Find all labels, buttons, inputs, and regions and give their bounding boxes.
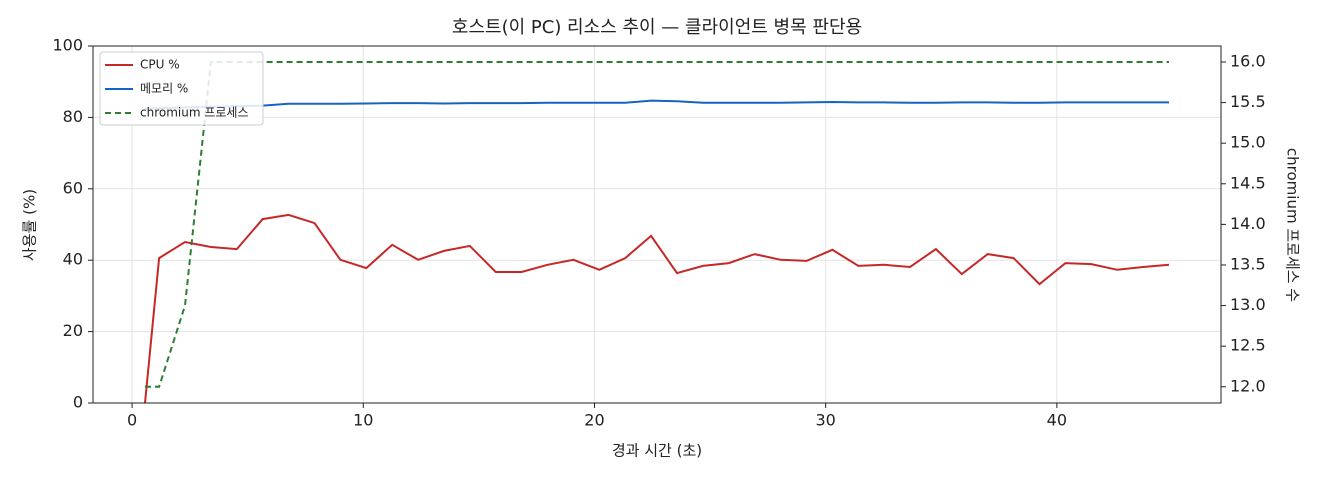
x-tick-label: 40 xyxy=(1047,411,1067,430)
y2-tick-label: 13.0 xyxy=(1230,295,1266,314)
x-tick-label: 10 xyxy=(353,411,373,430)
y2-axis-label: chromium 프로세스 수 xyxy=(1284,148,1302,302)
y-tick-label: 0 xyxy=(73,393,83,412)
series-line xyxy=(144,213,1170,403)
y2-tick-label: 15.5 xyxy=(1230,92,1266,111)
x-axis-label: 경과 시간 (초) xyxy=(612,442,702,460)
legend-label: CPU % xyxy=(140,58,180,72)
x-tick-label: 20 xyxy=(584,411,604,430)
y-tick-label: 80 xyxy=(63,107,83,126)
y-tick-label: 100 xyxy=(52,36,83,55)
y-tick-label: 20 xyxy=(63,321,83,340)
y2-tick-label: 14.0 xyxy=(1230,214,1266,233)
chart-title: 호스트(이 PC) 리소스 추이 — 클라이언트 병목 판단용 xyxy=(452,17,862,38)
y-tick-label: 40 xyxy=(63,250,83,269)
series-line xyxy=(145,61,1169,388)
legend-label: chromium 프로세스 xyxy=(140,106,249,120)
x-tick-label: 0 xyxy=(127,411,137,430)
plot-frame xyxy=(92,45,1222,404)
y-axis-label: 사용률 (%) xyxy=(21,189,39,261)
x-tick-label: 30 xyxy=(815,411,835,430)
legend-label: 메모리 % xyxy=(140,82,188,96)
legend: CPU % 메모리 % chromium 프로세스 xyxy=(99,51,264,126)
y-tick-label: 60 xyxy=(63,178,83,197)
y2-tick-label: 16.0 xyxy=(1230,51,1266,70)
y2-tick-label: 13.5 xyxy=(1230,254,1266,273)
series-line xyxy=(144,99,1169,110)
y2-tick-label: 12.0 xyxy=(1230,376,1266,395)
y2-tick-label: 12.5 xyxy=(1230,336,1266,355)
y2-tick-label: 15.0 xyxy=(1230,133,1266,152)
y2-tick-label: 14.5 xyxy=(1230,173,1266,192)
legend-box xyxy=(99,51,264,126)
